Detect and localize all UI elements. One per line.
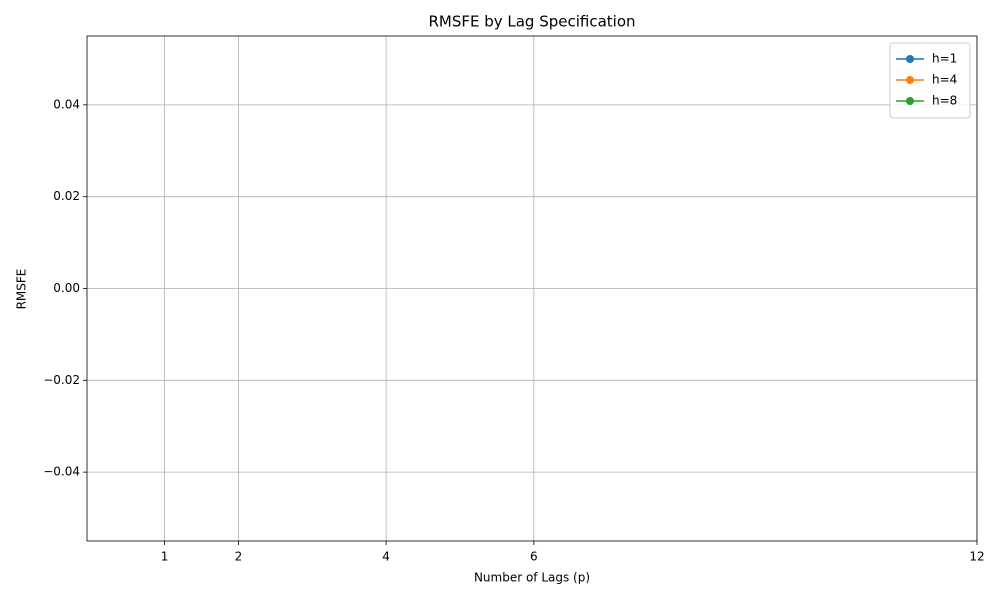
x-tick-label: 4: [382, 550, 390, 564]
y-tick-label: 0.04: [53, 97, 80, 111]
y-tick-label: 0.00: [53, 281, 80, 295]
x-tick-label: 12: [969, 550, 984, 564]
x-axis-label: Number of Lags (p): [474, 571, 590, 585]
x-tick-label: 1: [161, 550, 169, 564]
legend-marker: [906, 97, 914, 105]
legend: h=1 h=4 h=8: [889, 42, 971, 119]
legend-marker: [906, 76, 914, 84]
legend-label: h=1: [932, 52, 957, 66]
y-tick-label: −0.04: [43, 465, 80, 479]
y-axis-label: RMSFE: [15, 269, 29, 310]
y-tick-label: −0.02: [43, 373, 80, 387]
chart-title: RMSFE by Lag Specification: [428, 13, 635, 31]
x-tick-label: 2: [235, 550, 243, 564]
legend-label: h=8: [932, 94, 957, 108]
plot-frame: [86, 35, 978, 542]
legend-marker: [906, 55, 914, 63]
y-tick-label: 0.02: [53, 189, 80, 203]
legend-label: h=4: [932, 73, 957, 87]
x-tick-label: 6: [530, 550, 538, 564]
